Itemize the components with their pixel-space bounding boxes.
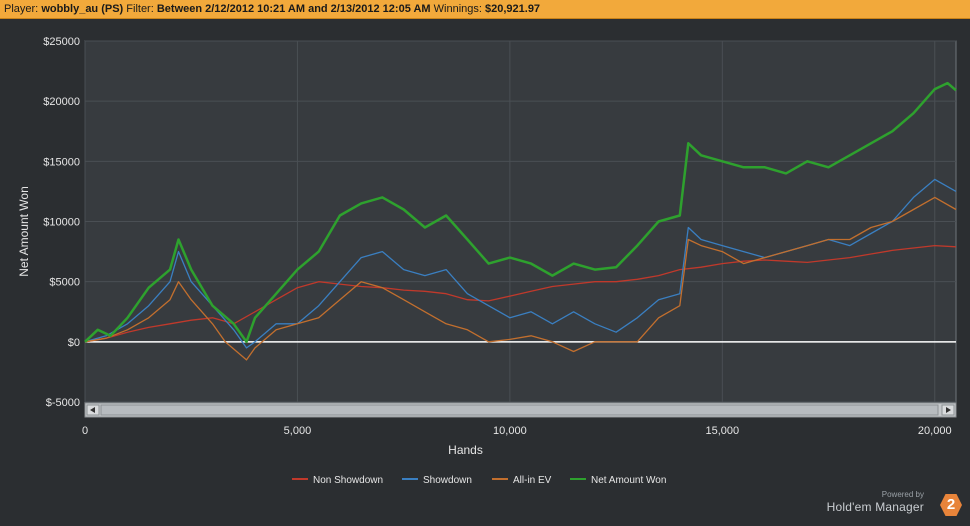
x-tick-label: 10,000 <box>493 425 527 437</box>
y-tick-label: $20000 <box>43 96 80 108</box>
y-tick-label: $10000 <box>43 217 80 229</box>
brand-badge: Powered by Hold'em Manager 2 <box>822 490 962 518</box>
hem2-logo-icon: 2 <box>940 494 962 516</box>
filter-value: Between 2/12/2012 10:21 AM and 2/13/2012… <box>156 3 431 15</box>
legend-label: All-in EV <box>513 475 552 486</box>
graph-chart: $-5000 $0 $5000 $10000 $15000 $20000 $25000 0 5,… <box>17 36 957 486</box>
x-tick-label: 15,000 <box>705 425 739 437</box>
y-tick-label: $0 <box>68 337 80 349</box>
player-label: Player: <box>4 3 39 15</box>
powered-by-text: Powered by <box>881 490 924 499</box>
legend-label: Showdown <box>423 475 472 486</box>
filter-label: Filter: <box>126 3 154 15</box>
y-tick-label: $-5000 <box>46 397 80 409</box>
y-tick-label: $25000 <box>43 36 80 48</box>
series-line-all-in-ev <box>84 196 957 361</box>
x-axis-title: Hands <box>448 443 483 457</box>
x-tick-label: 5,000 <box>284 425 312 437</box>
x-tick-label: 0 <box>82 425 88 437</box>
brand-name: Hold'em Manager <box>826 500 924 514</box>
legend-label: Net Amount Won <box>591 475 666 486</box>
series-line-net-amount-won <box>84 81 957 344</box>
y-tick-label: $5000 <box>49 277 80 289</box>
arrow-left-icon <box>90 407 95 413</box>
x-tick-label: 20,000 <box>918 425 952 437</box>
y-axis-title: Net Amount Won <box>17 186 31 277</box>
legend-label: Non Showdown <box>313 475 383 486</box>
info-bar: Player: wobbly_au (PS) Filter: Between 2… <box>0 0 970 19</box>
player-value: wobbly_au (PS) <box>41 3 124 15</box>
y-tick-label: $15000 <box>43 156 80 168</box>
winnings-label: Winnings: <box>433 3 482 15</box>
arrow-right-icon <box>946 407 951 413</box>
scrollbar-thumb[interactable] <box>100 404 939 416</box>
series-line-non-showdown <box>84 244 957 343</box>
winnings-value: $20,921.97 <box>485 3 541 15</box>
